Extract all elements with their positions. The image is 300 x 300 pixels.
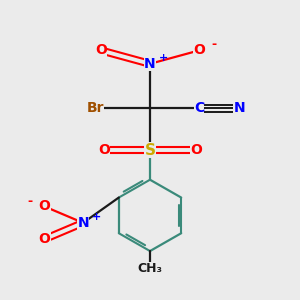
Text: +: + bbox=[92, 212, 101, 222]
Text: Br: Br bbox=[86, 101, 104, 116]
Text: -: - bbox=[27, 195, 32, 208]
Text: O: O bbox=[38, 232, 50, 246]
Text: N: N bbox=[144, 57, 156, 71]
Text: N: N bbox=[77, 216, 89, 230]
Text: CH₃: CH₃ bbox=[137, 262, 163, 275]
Text: +: + bbox=[159, 53, 168, 64]
Text: O: O bbox=[38, 200, 50, 214]
Text: O: O bbox=[190, 143, 202, 157]
Text: -: - bbox=[211, 38, 217, 51]
Text: C: C bbox=[194, 101, 204, 116]
Text: S: S bbox=[145, 142, 155, 158]
Text: O: O bbox=[98, 143, 110, 157]
Text: N: N bbox=[233, 101, 245, 116]
Text: O: O bbox=[95, 44, 107, 57]
Text: O: O bbox=[193, 44, 205, 57]
